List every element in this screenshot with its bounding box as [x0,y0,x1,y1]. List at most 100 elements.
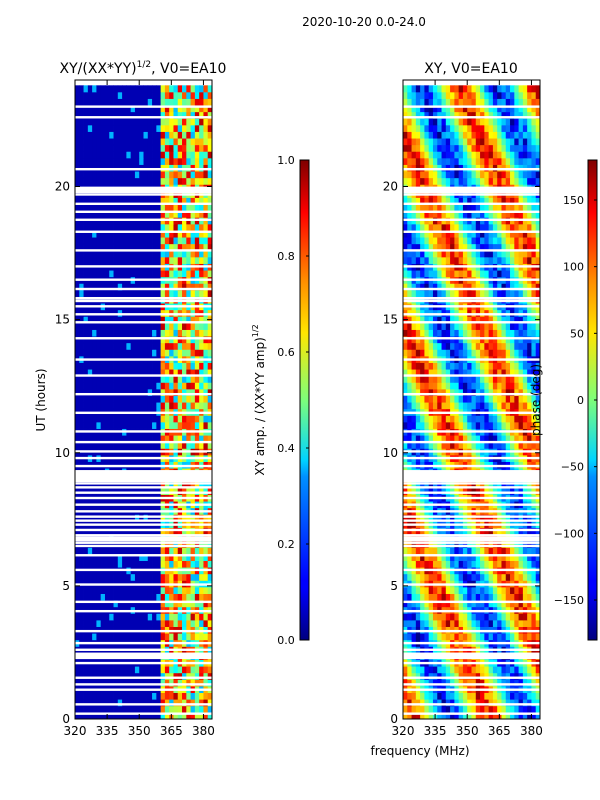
heatmap-cell [130,349,136,357]
heatmap-cell [424,369,430,377]
heatmap-cell [194,336,200,344]
heatmap-cell [432,362,438,370]
heatmap-cell [122,237,127,245]
heatmap-cell [518,415,524,423]
heatmap-cell [122,144,127,152]
heatmap-cell [122,250,127,258]
heatmap-cell [458,547,464,555]
heatmap-cell [79,593,84,601]
heatmap-cell [83,342,89,350]
heatmap-cell [194,395,200,403]
heatmap-cell [454,362,460,370]
heatmap-cell [96,712,102,719]
heatmap-cell [75,600,80,608]
heatmap-cell [462,712,468,719]
heatmap-cell [527,553,532,561]
heatmap-cell [467,593,472,601]
heatmap-cell [75,289,80,297]
heatmap-cell [207,421,212,429]
heatmap-cell [173,593,179,601]
heatmap-cell [194,237,200,245]
heatmap-cell [462,692,468,700]
heatmap-cell [164,118,170,126]
heatmap-cell [207,415,212,423]
heatmap-cell [432,415,438,423]
heatmap-cell [113,600,119,608]
heatmap-cell [454,388,460,396]
heatmap-cell [109,666,114,674]
heatmap-cell [411,613,417,621]
heatmap-cell [177,421,183,429]
heatmap-cell [428,402,434,410]
heatmap-cell [194,382,200,390]
heatmap-cell [156,91,162,99]
heatmap-cell [480,672,485,680]
heatmap-cell [199,560,204,568]
heatmap-cell [139,223,144,231]
heatmap-cell [467,613,472,621]
heatmap-cell [501,487,507,495]
heatmap-cell [510,699,515,707]
heatmap-cell [143,395,149,403]
heatmap-cell [126,435,132,443]
heatmap-cell [199,289,204,297]
heatmap-cell [147,342,153,350]
heatmap-cell [152,613,157,621]
heatmap-cell [471,540,477,548]
heatmap-cell [177,111,183,119]
heatmap-cell [441,692,447,700]
heatmap-cell [139,157,144,165]
heatmap-cell [113,336,119,344]
heatmap-cell [182,131,187,139]
heatmap-cell [415,553,421,561]
heatmap-cell [156,237,162,245]
heatmap-cell [117,283,123,291]
heatmap-cell [454,666,460,674]
heatmap-cell [160,283,166,291]
heatmap-cell [199,487,204,495]
heatmap-cell [79,619,84,627]
heatmap-cell [164,362,170,370]
heatmap-cell [428,633,434,641]
heatmap-cell [104,91,110,99]
heatmap-cell [411,362,417,370]
heatmap-cell [83,336,89,344]
heatmap-cell [510,619,515,627]
heatmap-cell [113,586,119,594]
heatmap-cell [186,573,191,581]
heatmap-cell [173,91,179,99]
heatmap-cell [134,322,140,330]
heatmap-cell [203,105,209,113]
heatmap-cell [147,283,153,291]
heatmap-cell [113,256,119,264]
heatmap-cell [169,481,174,489]
heatmap-cell [428,573,434,581]
heatmap-cell [407,514,412,522]
heatmap-cell [147,270,153,278]
heatmap-cell [203,289,209,297]
heatmap-cell [497,435,502,443]
heatmap-cell [169,336,174,344]
heatmap-cell [182,375,187,383]
heatmap-cell [207,151,212,159]
heatmap-cell [190,421,196,429]
heatmap-cell [194,204,200,212]
heatmap-cell [87,210,93,218]
heatmap-cell [96,250,102,258]
heatmap-cell [535,349,540,357]
heatmap-cell [480,619,485,627]
heatmap-cell [527,600,532,608]
heatmap-cell [484,349,490,357]
heatmap-cell [104,322,110,330]
gap-row [75,583,212,586]
heatmap-cell [156,144,162,152]
heatmap-cell [462,540,468,548]
heatmap-cell [92,342,97,350]
heatmap-cell [122,633,127,641]
heatmap-cell [79,177,84,185]
heatmap-cell [411,402,417,410]
heatmap-cell [190,336,196,344]
heatmap-cell [113,230,119,238]
heatmap-cell [109,547,114,555]
heatmap-cell [437,487,442,495]
